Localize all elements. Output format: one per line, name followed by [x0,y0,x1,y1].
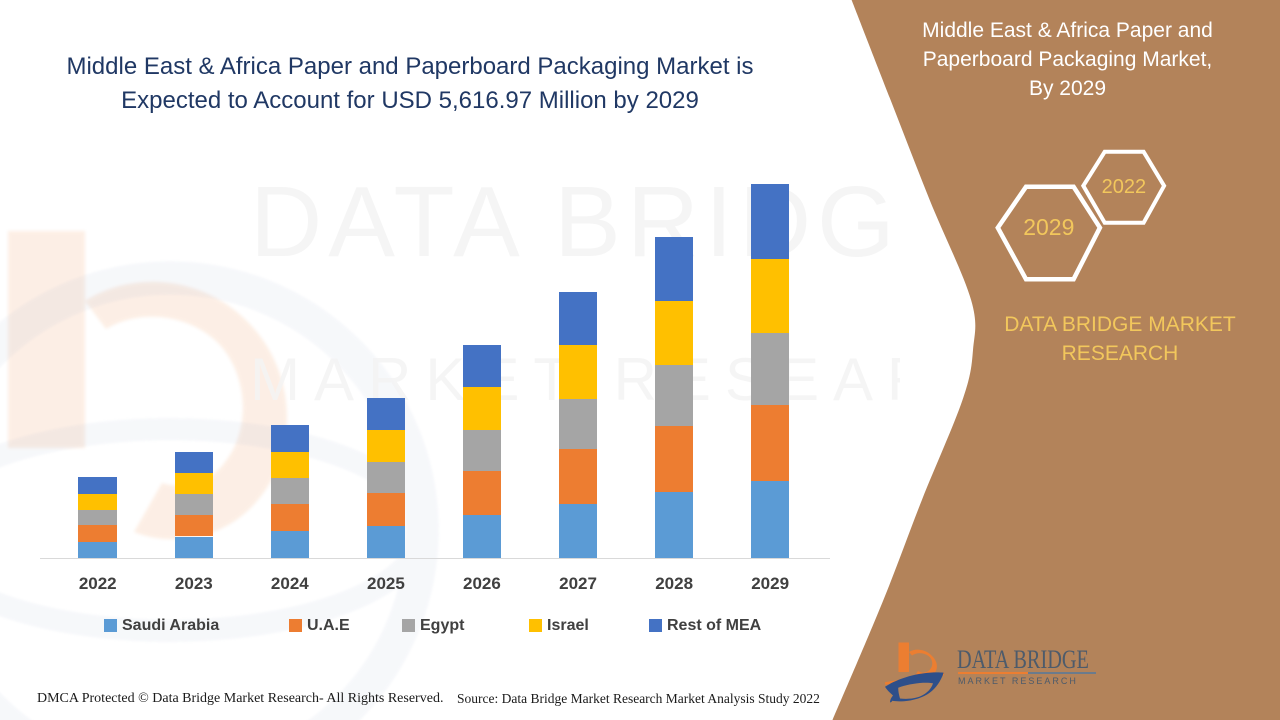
svg-text:2029: 2029 [1023,214,1074,240]
svg-text:2022: 2022 [1102,176,1147,198]
